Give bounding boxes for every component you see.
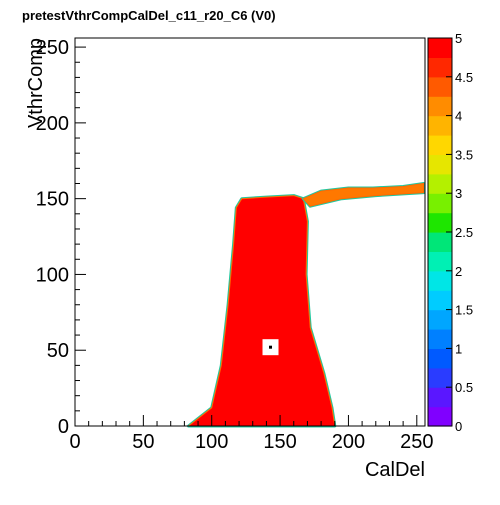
color-scale-label: 2.5 <box>455 225 473 240</box>
y-tick-label: 50 <box>47 340 69 362</box>
color-scale-bin <box>428 76 452 97</box>
y-tick-label: 250 <box>36 37 69 59</box>
color-scale-bin <box>428 135 452 155</box>
color-scale-bin <box>428 290 452 311</box>
color-scale-label: 5 <box>455 31 462 46</box>
plot-frame <box>74 37 426 427</box>
heatmap-region <box>187 195 336 427</box>
x-tick-label: 100 <box>195 431 228 453</box>
color-scale-bin <box>428 154 452 175</box>
color-scale-label: 3 <box>455 186 462 201</box>
chart-title: pretestVthrCompCalDel_c11_r20_C6 (V0) <box>22 8 276 23</box>
color-scale-bin <box>428 251 452 272</box>
color-scale-bin <box>428 38 452 58</box>
color-scale-bin <box>428 57 452 78</box>
color-scale-label: 2 <box>455 264 462 279</box>
y-tick-label: 200 <box>36 113 69 135</box>
color-scale-bin <box>428 309 452 330</box>
color-scale-bin <box>428 193 452 214</box>
x-tick-label: 50 <box>132 431 154 453</box>
color-scale-label: 4.5 <box>455 70 473 85</box>
color-scale-label: 0 <box>455 419 462 434</box>
color-scale-bin <box>428 329 452 349</box>
color-scale-bin <box>428 96 452 117</box>
masked-pixel-dot <box>269 345 273 349</box>
color-scale-label: 1.5 <box>455 303 473 318</box>
color-scale-bin <box>428 387 452 408</box>
color-scale-bin <box>428 173 452 194</box>
x-tick-label: 200 <box>332 431 365 453</box>
x-axis-label: CalDel <box>365 459 425 481</box>
y-tick-label: 0 <box>58 416 69 438</box>
color-scale-bin <box>428 348 452 369</box>
y-tick-label: 100 <box>36 264 69 286</box>
color-scale-bin <box>428 270 452 291</box>
color-scale-label: 1 <box>455 341 462 356</box>
color-scale-label: 4 <box>455 109 462 124</box>
y-tick-label: 150 <box>36 189 69 211</box>
heatmap-region <box>302 182 425 207</box>
color-scale-bin <box>428 367 452 388</box>
x-tick-label: 0 <box>69 431 80 453</box>
y-axis-label: VthrComp <box>25 38 47 128</box>
color-scale-bin <box>428 115 452 136</box>
color-scale-bin <box>428 212 452 233</box>
x-tick-label: 250 <box>400 431 433 453</box>
color-scale-bin <box>428 406 452 427</box>
x-tick-label: 150 <box>263 431 296 453</box>
color-scale-bin <box>428 232 452 252</box>
color-scale-label: 3.5 <box>455 147 473 162</box>
color-scale-label: 0.5 <box>455 380 473 395</box>
